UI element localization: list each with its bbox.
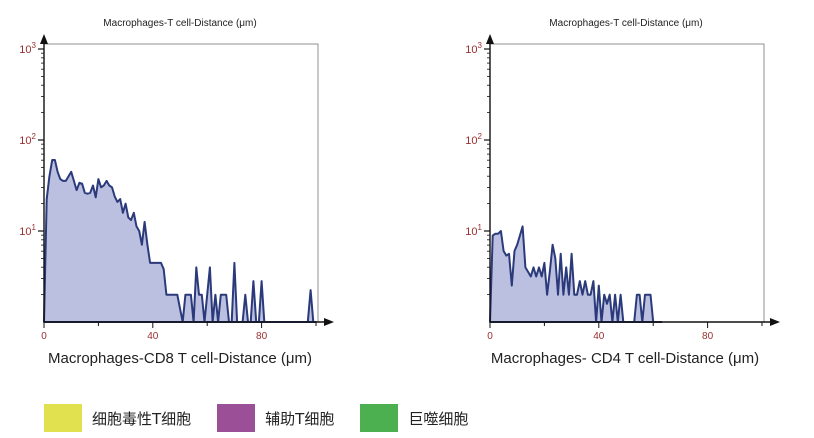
y-tick-label: 102: [465, 132, 482, 147]
y-tick-label: 103: [19, 41, 36, 56]
y-axis-ticks: 101 102 103: [465, 41, 490, 296]
charts-canvas: Macrophages-T cell-Distance (μm) 1011021…: [19, 18, 780, 367]
y-axis-arrow: [40, 34, 48, 44]
legend-swatch: [360, 404, 399, 432]
y-tick-label: 101: [465, 223, 482, 238]
y-axis-ticks: 101 102 103: [19, 41, 44, 296]
legend-item-helper-t: 辅助T细胞: [217, 404, 334, 432]
legend-label: 巨噬细胞: [408, 409, 469, 428]
legend-item-cytotoxic-t: 细胞毒性T细胞: [44, 404, 191, 432]
chart-cd4: Macrophages-T cell-Distance (μm) 1011021…: [465, 18, 780, 367]
y-tick-label: 102: [19, 132, 36, 147]
chart-title: Macrophages-T cell-Distance (μm): [549, 18, 702, 29]
x-axis-ticks: 0 40 80: [487, 322, 763, 342]
x-axis-arrow: [324, 318, 334, 326]
x-tick-label: 40: [593, 331, 605, 342]
legend-item-macrophage: 巨噬细胞: [360, 404, 468, 432]
distribution-area: [489, 225, 663, 323]
x-tick-label: 0: [41, 331, 47, 342]
legend: 细胞毒性T细胞 辅助T细胞 巨噬细胞: [44, 404, 494, 432]
y-tick-label: 101: [19, 223, 36, 238]
x-tick-label: 40: [147, 331, 159, 342]
legend-swatch: [44, 404, 82, 432]
chart-cd8: Macrophages-T cell-Distance (μm) 1011021…: [19, 18, 334, 367]
x-axis-arrow: [770, 318, 780, 326]
distribution-area: [43, 159, 317, 323]
legend-swatch: [217, 404, 256, 432]
x-axis-ticks: 0 40 80: [41, 322, 317, 342]
legend-label: 细胞毒性T细胞: [92, 409, 192, 428]
x-axis-label: Macrophages-CD8 T cell-Distance (μm): [48, 350, 312, 367]
y-axis-arrow: [486, 34, 494, 44]
x-tick-label: 80: [256, 331, 268, 342]
x-tick-label: 80: [702, 331, 714, 342]
y-tick-label: 103: [465, 41, 482, 56]
legend-label: 辅助T细胞: [265, 409, 335, 428]
chart-title: Macrophages-T cell-Distance (μm): [103, 18, 256, 29]
x-tick-label: 0: [487, 331, 493, 342]
x-axis-label: Macrophages- CD4 T cell-Distance (μm): [491, 350, 759, 367]
